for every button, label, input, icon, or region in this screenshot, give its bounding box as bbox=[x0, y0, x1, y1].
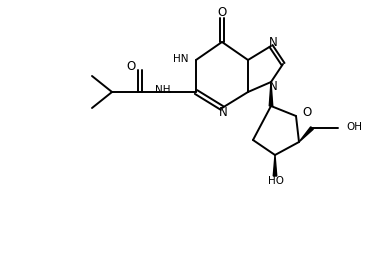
Text: N: N bbox=[218, 106, 227, 120]
Polygon shape bbox=[269, 82, 273, 106]
Text: O: O bbox=[302, 106, 311, 119]
Text: HO: HO bbox=[268, 176, 284, 186]
Text: N: N bbox=[269, 35, 278, 49]
Text: HN: HN bbox=[173, 54, 189, 64]
Polygon shape bbox=[299, 127, 313, 142]
Text: O: O bbox=[127, 60, 136, 73]
Text: OH: OH bbox=[346, 122, 362, 132]
Text: O: O bbox=[217, 6, 227, 19]
Polygon shape bbox=[273, 155, 277, 176]
Text: NH: NH bbox=[156, 85, 171, 95]
Text: N: N bbox=[269, 80, 278, 93]
